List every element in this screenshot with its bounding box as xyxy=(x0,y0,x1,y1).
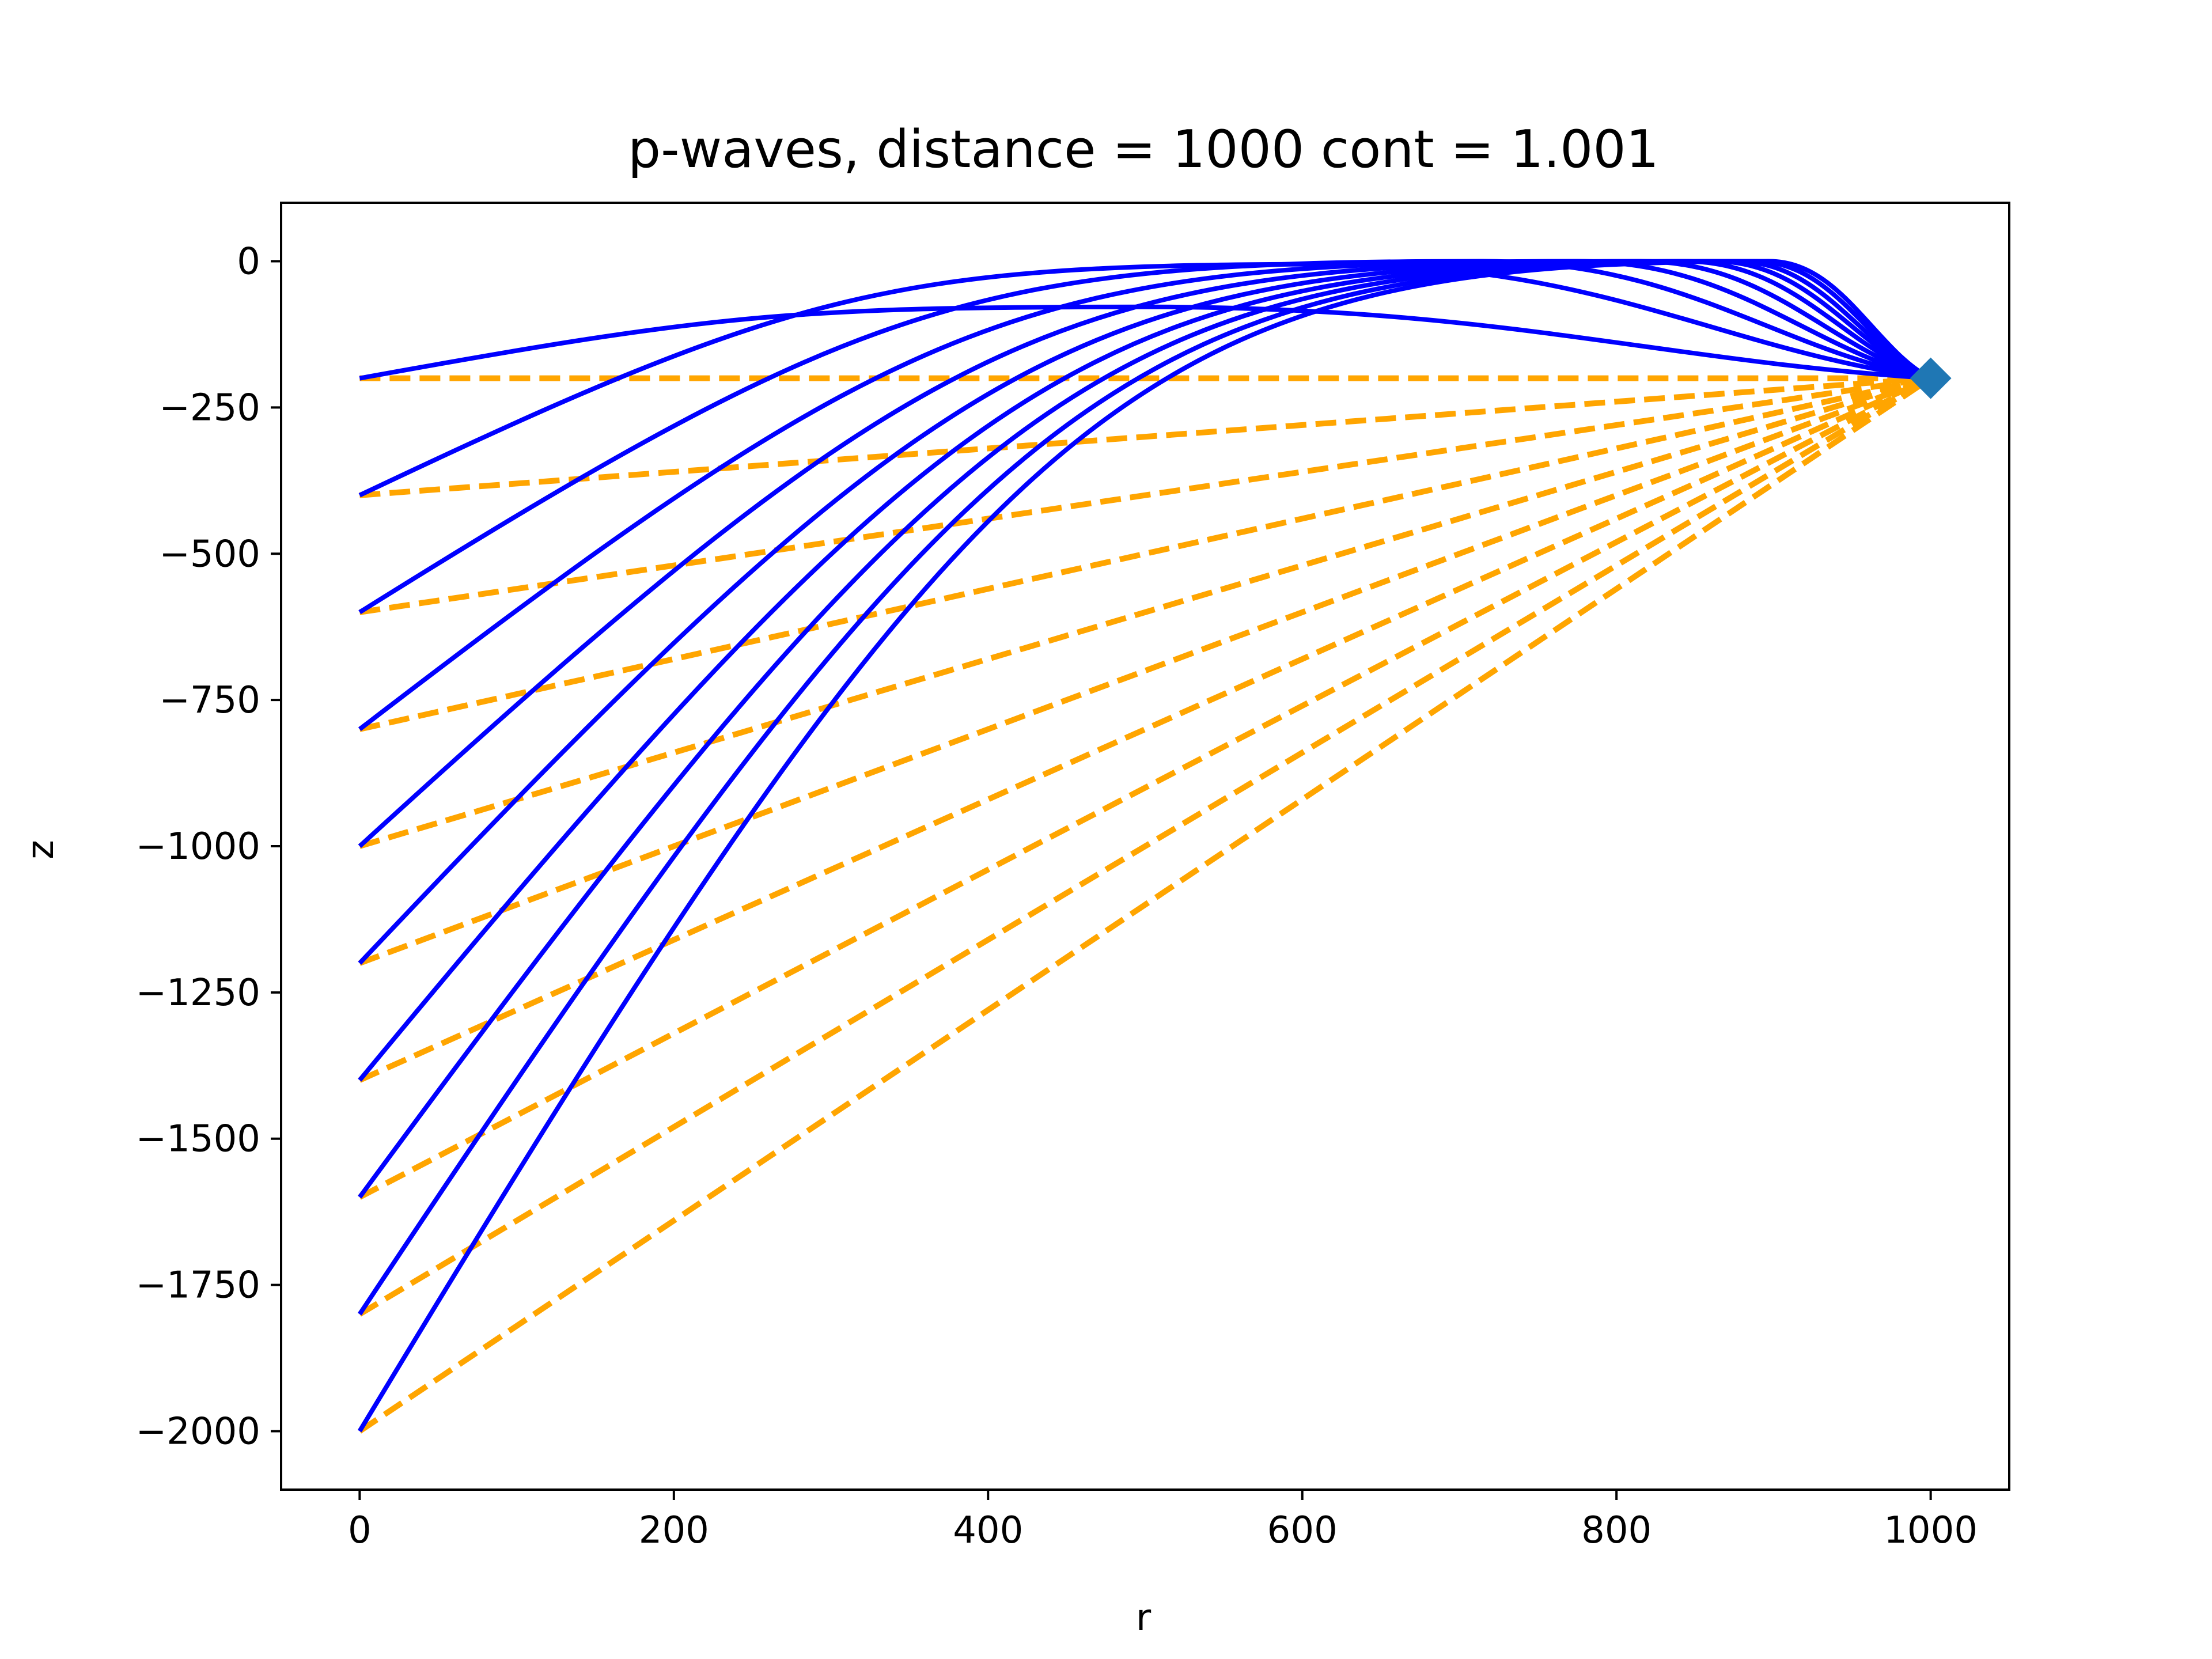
curved-ray-7 xyxy=(358,259,1932,1082)
straight-ray-8 xyxy=(358,376,1932,1200)
y-axis-title: z xyxy=(20,840,62,859)
y-tick-label: −2000 xyxy=(136,1410,261,1453)
axes: 0 200 400 600 800 1000 0 −250 −500 −750 −1000 −1250… xyxy=(136,202,2010,1552)
curved-ray-1 xyxy=(359,304,1931,381)
curved-ray-5 xyxy=(358,259,1931,848)
y-tick-label: 0 xyxy=(237,241,260,283)
x-tick-label: 600 xyxy=(1267,1509,1338,1552)
x-tick-label: 0 xyxy=(348,1509,372,1552)
x-tick-label: 1000 xyxy=(1884,1509,1978,1552)
y-tick-label: −1500 xyxy=(136,1118,261,1161)
receiver-marker xyxy=(1910,357,1952,399)
y-tick-label: −1000 xyxy=(136,825,261,868)
straight-ray-7 xyxy=(358,376,1932,1083)
y-tick-label: −750 xyxy=(159,679,260,722)
y-tick-label: −250 xyxy=(159,387,260,429)
chart-title: p-waves, distance = 1000 cont = 1.001 xyxy=(628,119,1659,180)
x-tick-label: 200 xyxy=(639,1509,709,1552)
curved-ray-9 xyxy=(358,259,1932,1316)
curved-ray-3 xyxy=(358,259,1931,615)
straight-ray-9 xyxy=(358,376,1933,1317)
curved-ray-2 xyxy=(358,262,1931,498)
curved-ray-10 xyxy=(357,259,1932,1433)
straight-ray-10 xyxy=(358,376,1933,1434)
curved-ray-4 xyxy=(358,259,1931,732)
y-tick-label: −1750 xyxy=(136,1264,261,1307)
y-tick-label: −1250 xyxy=(136,972,261,1014)
x-tick-label: 400 xyxy=(953,1509,1023,1552)
curved-ray-6 xyxy=(358,259,1931,965)
straight-ray-2 xyxy=(359,375,1931,498)
straight-ray-5 xyxy=(358,375,1932,849)
curved-ray-8 xyxy=(358,259,1932,1199)
straight-ray-3 xyxy=(359,375,1931,615)
x-axis-title: r xyxy=(1136,1597,1152,1639)
y-tick-label: −500 xyxy=(159,533,260,575)
plot-area xyxy=(357,259,1952,1434)
x-tick-label: 800 xyxy=(1581,1509,1652,1552)
straight-ray-6 xyxy=(358,375,1932,966)
